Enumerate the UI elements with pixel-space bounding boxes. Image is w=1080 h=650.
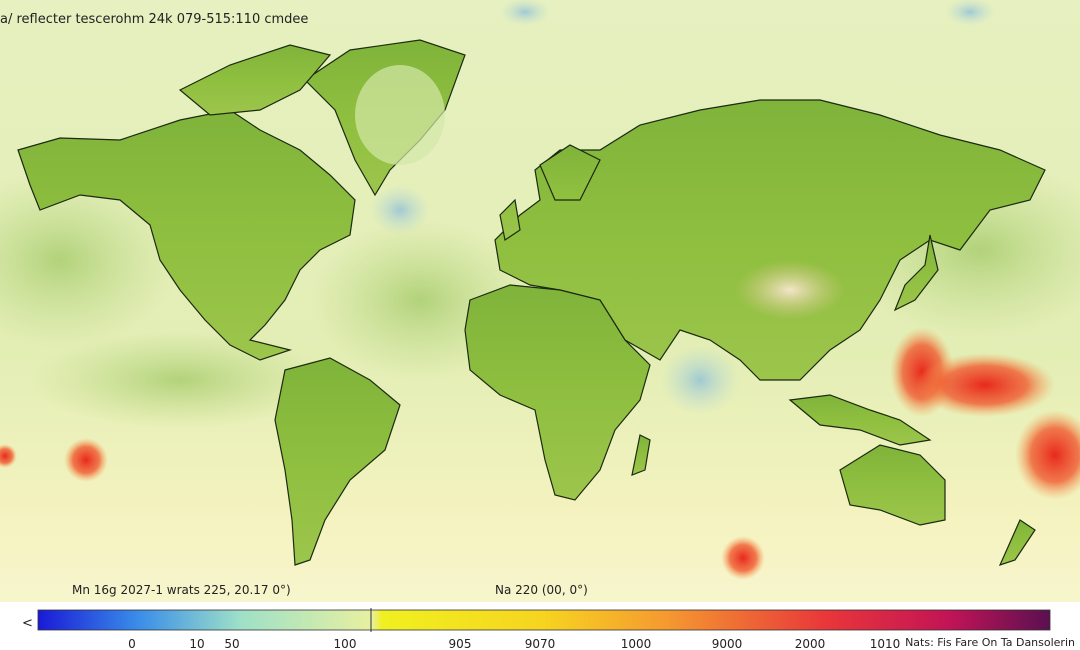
colorbar-tick-label: 905 xyxy=(449,637,472,650)
map-title: a/ reflecter tescerohm 24k 079-515:110 c… xyxy=(0,12,308,27)
footer-note: Nats: Fis Fare On Ta Dansolerin xyxy=(905,636,1075,649)
ice-sheet xyxy=(355,65,445,165)
legend-left-label: Mn 16g 2027-1 wrats 225, 20.17 0°) xyxy=(72,583,291,597)
colorbar-arrow: < xyxy=(22,616,33,631)
north-america xyxy=(17,109,356,361)
colorbar-tick-label: 1000 xyxy=(621,637,652,650)
arctic-islands xyxy=(178,44,332,116)
south-america xyxy=(274,357,401,566)
colorbar-tick-label: 100 xyxy=(334,637,357,650)
colorbar-tick-label: 1010 xyxy=(870,637,901,650)
japan xyxy=(893,234,939,312)
colorbar-ramp xyxy=(37,609,1051,631)
colorbar-tick-label: 2000 xyxy=(795,637,826,650)
colorbar-tick-label: 9070 xyxy=(525,637,556,650)
plateau xyxy=(735,260,845,320)
colorbar-tick-label: 50 xyxy=(224,637,239,650)
colorbar: < 0 10 50 100 905 9070 1000 9000 2000 1010 xyxy=(0,602,1080,650)
southeast-asia xyxy=(788,394,932,446)
colorbar-tick-label: 0 xyxy=(128,637,136,650)
uk-scandinavia xyxy=(499,144,601,241)
australia xyxy=(839,444,946,526)
colorbar-tick-label: 10 xyxy=(189,637,204,650)
madagascar xyxy=(631,434,651,476)
new-zealand xyxy=(998,519,1036,566)
africa xyxy=(464,284,651,501)
legend-right-label: Na 220 (00, 0°) xyxy=(495,583,588,597)
colorbar-tick-label: 9000 xyxy=(712,637,743,650)
continents xyxy=(17,39,1046,566)
